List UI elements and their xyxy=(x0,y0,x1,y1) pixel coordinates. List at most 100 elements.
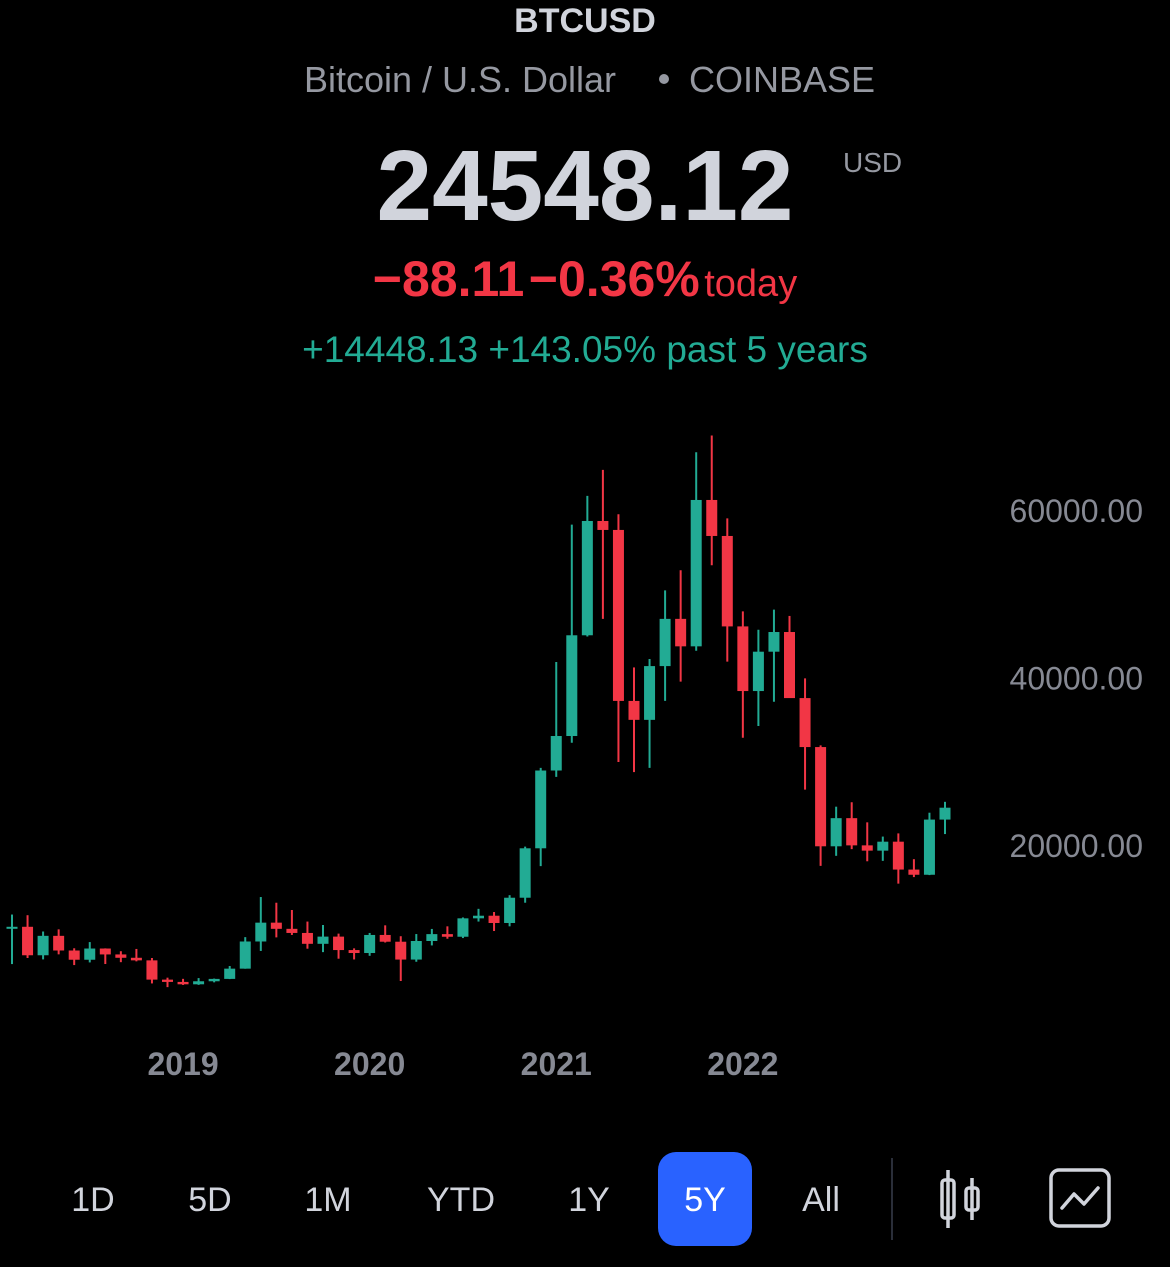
candle-body xyxy=(146,960,158,980)
currency: USD xyxy=(843,147,902,178)
change-period-value: +14448.13 xyxy=(302,329,478,370)
toolbar: 1D 5D 1M YTD 1Y 5Y All xyxy=(71,1152,840,1246)
candle-body xyxy=(224,968,236,979)
candle-body xyxy=(162,979,173,982)
candle-body xyxy=(22,926,34,956)
candle-body xyxy=(939,807,951,820)
candle-body xyxy=(208,978,220,982)
candle-body xyxy=(877,841,889,851)
candle-body xyxy=(84,948,96,960)
candle-body xyxy=(53,935,65,951)
period-label: 5Y xyxy=(684,1181,726,1219)
y-tick-label: 60000.00 xyxy=(1010,493,1143,529)
change-today: −88.11 −0.36% today xyxy=(373,251,797,307)
candle-body xyxy=(830,818,842,847)
change-today-pct: −0.36% xyxy=(529,251,700,307)
candle-body xyxy=(535,770,547,849)
candle-body xyxy=(441,934,453,937)
candle-body xyxy=(317,936,329,944)
period-label: 5D xyxy=(188,1181,231,1219)
candle-body xyxy=(706,499,718,536)
candle-body xyxy=(768,632,780,652)
line-chart-icon[interactable] xyxy=(1049,1168,1111,1228)
description: Bitcoin / U.S. Dollar xyxy=(304,59,616,100)
candle-body xyxy=(752,651,764,692)
x-tick-label: 2021 xyxy=(521,1046,592,1082)
candle-body xyxy=(410,940,422,960)
price: 24548.12 xyxy=(376,130,793,242)
change-period-pct: +143.05% xyxy=(488,329,656,370)
exchange: COINBASE xyxy=(689,59,875,100)
icon-body xyxy=(964,1186,980,1212)
separator-dot xyxy=(659,74,669,84)
candles-icon[interactable] xyxy=(940,1170,980,1228)
period-label: All xyxy=(802,1181,840,1219)
icon-line xyxy=(1060,1186,1100,1210)
change-period: +14448.13 +143.05% past 5 years xyxy=(302,329,868,370)
candle-body xyxy=(301,932,313,944)
period-label: YTD xyxy=(427,1181,495,1219)
candle-body xyxy=(737,626,749,692)
x-tick-label: 2020 xyxy=(334,1046,405,1082)
period-label: 1Y xyxy=(568,1181,610,1219)
candle-body xyxy=(550,736,562,771)
x-tick-label: 2019 xyxy=(147,1046,218,1082)
symbol: BTCUSD xyxy=(514,2,656,40)
period-button[interactable]: 1Y xyxy=(568,1181,610,1219)
candle-body xyxy=(426,934,438,941)
candle-body xyxy=(612,529,624,701)
candle-body xyxy=(644,666,656,720)
candle-body xyxy=(784,632,795,699)
candle-body xyxy=(99,948,111,955)
candle-body xyxy=(519,848,531,898)
candle-body xyxy=(675,618,687,647)
candle-body xyxy=(177,981,189,985)
candle-body xyxy=(504,897,516,923)
candle-body xyxy=(6,926,18,929)
candle-body xyxy=(892,841,904,870)
candle-body xyxy=(395,941,407,960)
candle-body xyxy=(908,869,920,875)
candle-body xyxy=(923,819,935,875)
period-label: 1M xyxy=(304,1181,351,1219)
period-button[interactable]: 1D xyxy=(71,1181,114,1219)
candle-body xyxy=(488,915,500,923)
period-button[interactable]: All xyxy=(802,1181,840,1219)
candle-body xyxy=(581,520,593,636)
icon-body xyxy=(940,1178,956,1220)
candle-body xyxy=(721,535,733,627)
period-button[interactable]: 5D xyxy=(188,1181,231,1219)
candle-body xyxy=(286,928,298,933)
candle-body xyxy=(364,934,376,954)
candle-body xyxy=(270,922,282,929)
x-tick-label: 2022 xyxy=(707,1046,778,1082)
period-button[interactable]: 1M xyxy=(304,1181,351,1219)
period-button[interactable]: 5Y xyxy=(658,1152,752,1246)
period-button[interactable]: YTD xyxy=(427,1181,495,1219)
candle-body xyxy=(348,950,360,954)
active-period-bg xyxy=(658,1152,752,1246)
period-label: 1D xyxy=(71,1181,114,1219)
candle-body xyxy=(193,981,205,985)
candle-body xyxy=(130,957,142,961)
candle-body xyxy=(846,818,858,846)
candle-body xyxy=(566,635,578,737)
candle-body xyxy=(815,747,827,847)
candle-body xyxy=(37,935,49,956)
chart: 20000.00 40000.00 60000.00 2019 2020 2021 2022 xyxy=(6,435,1143,1082)
candle-body xyxy=(68,950,80,960)
y-tick-label: 20000.00 xyxy=(1010,828,1143,864)
candle-body xyxy=(333,936,345,951)
candle-body xyxy=(861,845,873,851)
candle-body xyxy=(457,918,469,937)
candle-body xyxy=(473,915,484,919)
candle-body xyxy=(115,954,127,958)
candle-body xyxy=(799,698,811,748)
candle-body xyxy=(239,941,251,969)
icon-frame xyxy=(1049,1168,1111,1228)
candle-body xyxy=(255,922,267,942)
candle-body xyxy=(597,520,609,530)
change-today-value: −88.11 xyxy=(373,251,525,307)
